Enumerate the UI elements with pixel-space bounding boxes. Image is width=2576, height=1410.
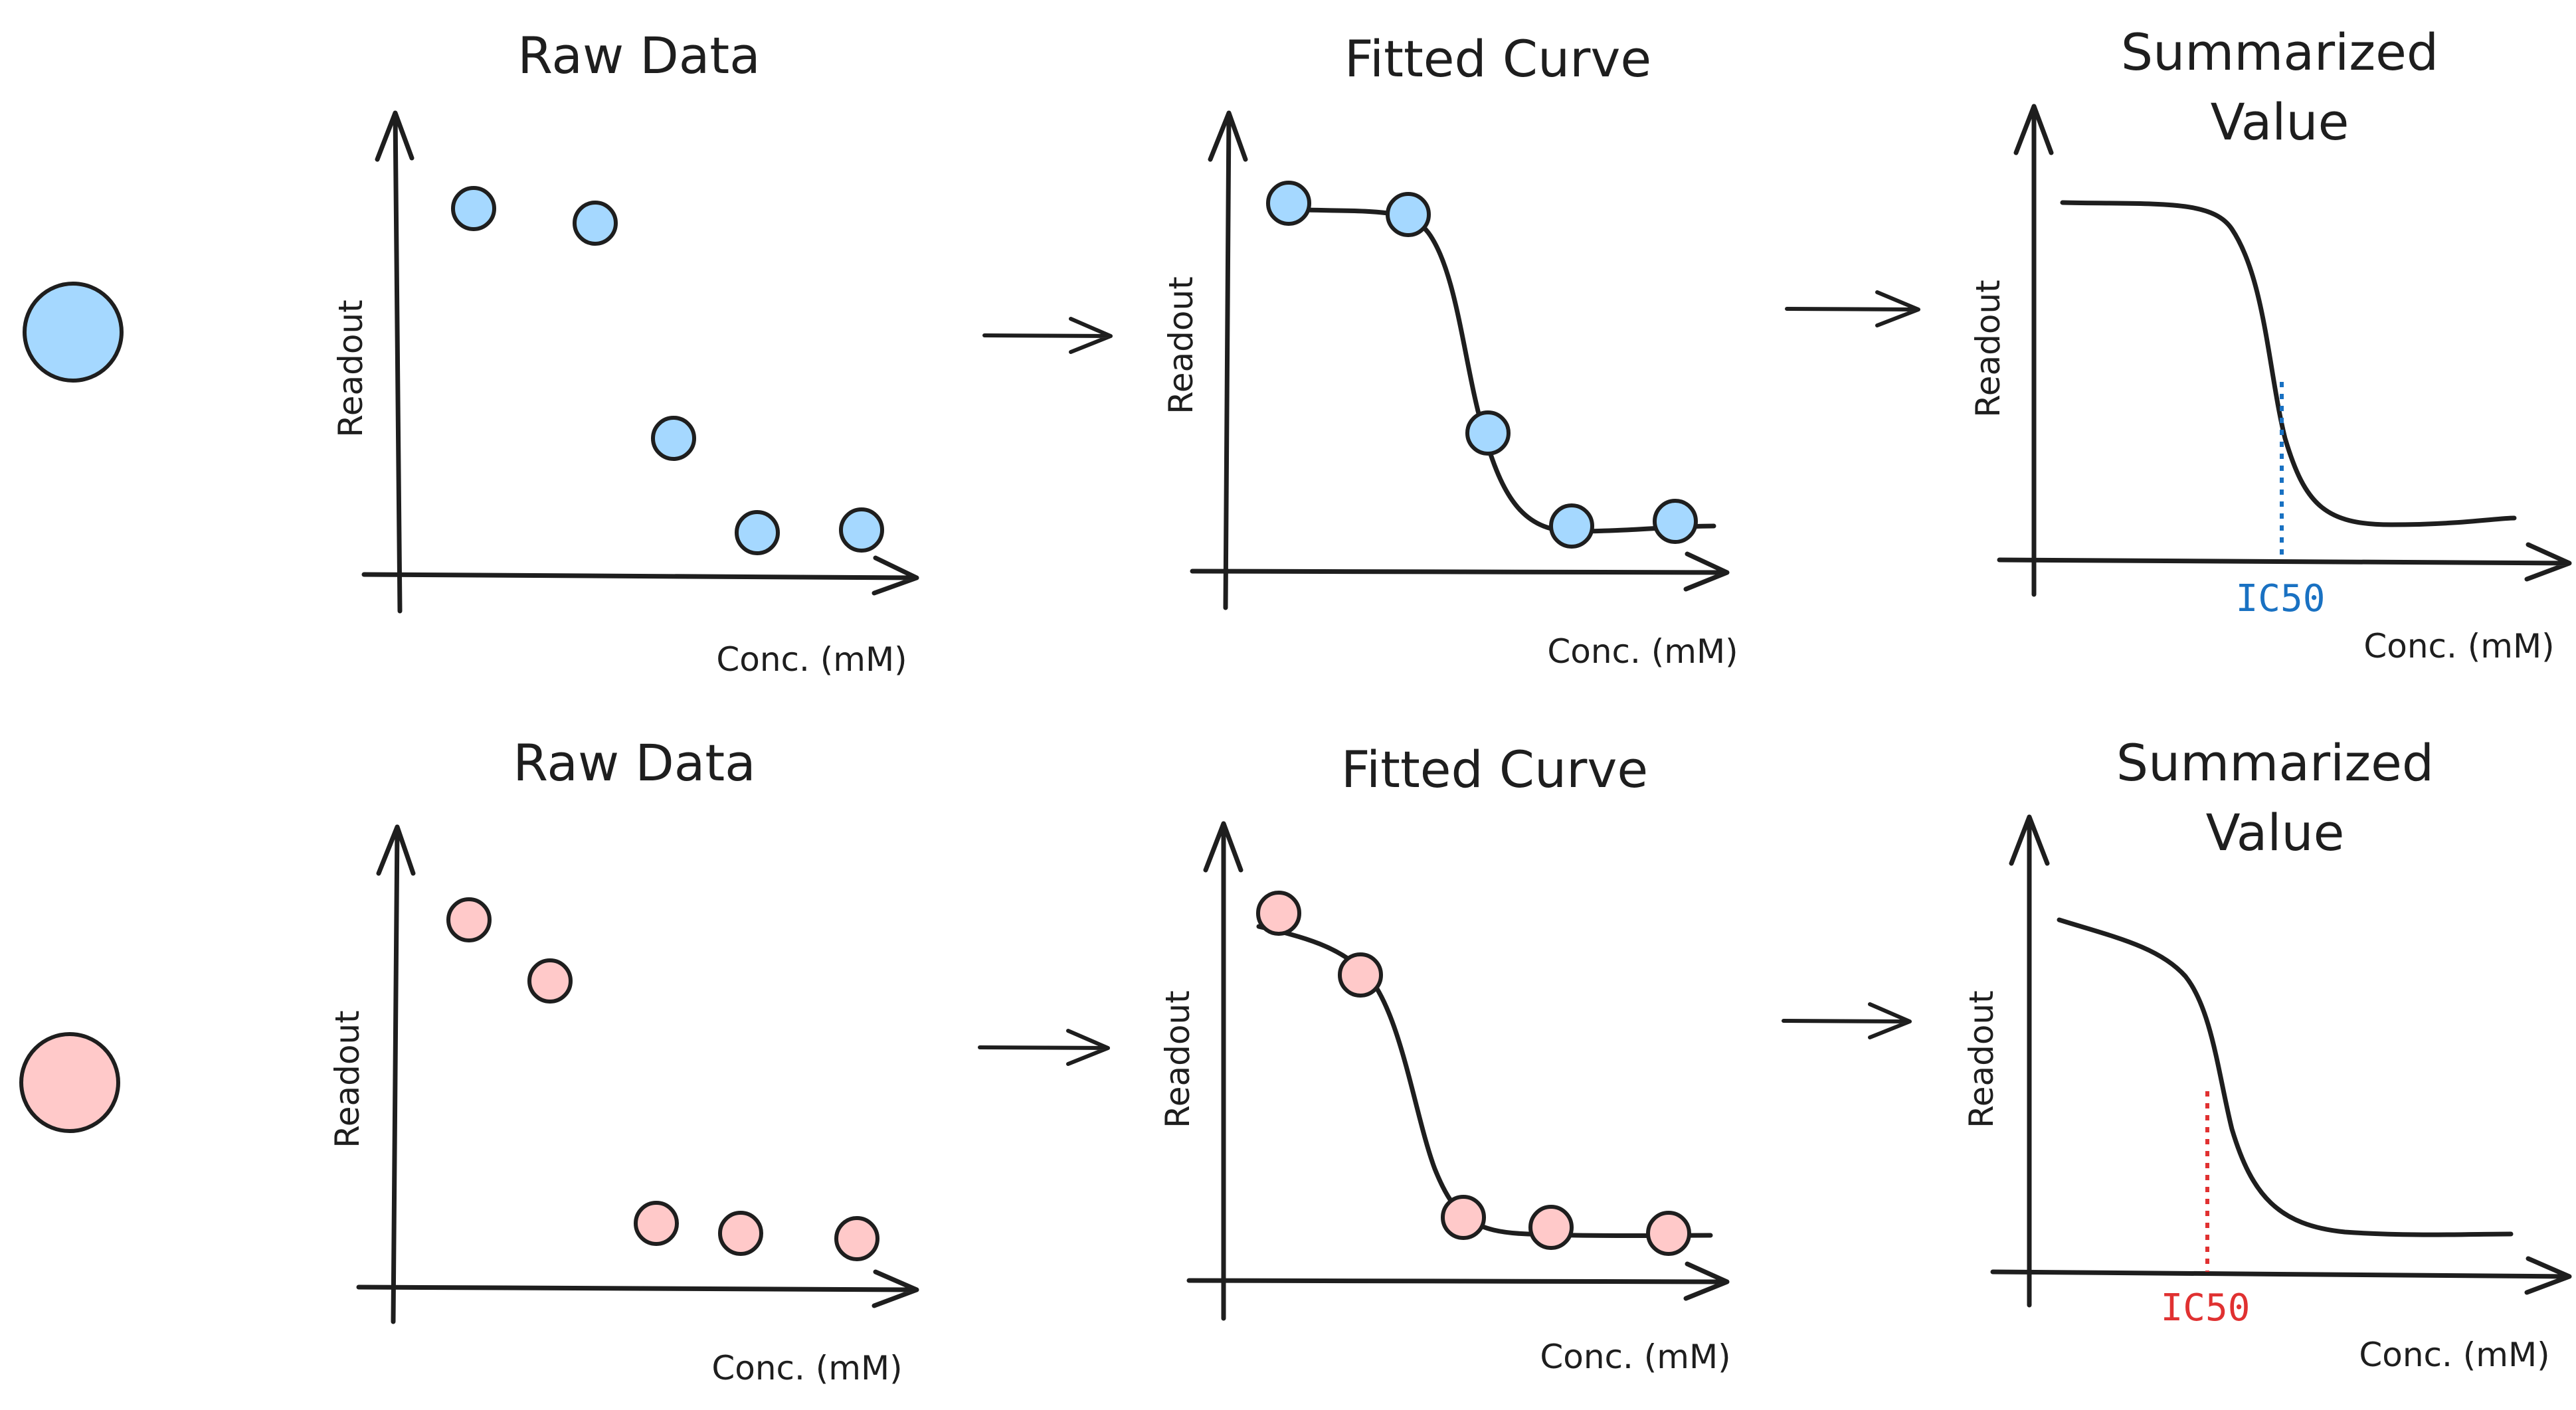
data-point (718, 1211, 763, 1256)
y-axis-label: Readout (1962, 990, 2001, 1128)
fitted-curve (1283, 207, 1716, 534)
flow-arrow (1782, 1002, 1912, 1039)
x-axis-label: Conc. (mM) (2359, 1336, 2549, 1374)
summary-curve (2057, 917, 2514, 1237)
x-axis (1186, 1261, 1730, 1301)
data-point (735, 510, 780, 555)
y-axis (376, 824, 416, 1324)
raw-data-title: Raw Data (513, 733, 756, 792)
summarized-title: Value (2211, 92, 2349, 151)
raw-data-panel-red: Raw Data Readout Conc. (mM) (328, 733, 919, 1387)
flow-arrow (978, 1029, 1110, 1066)
data-point (1465, 410, 1511, 456)
data-point (1549, 503, 1594, 549)
fitted-curve-panel-red: Fitted Curve Readout Conc. (mM) (1158, 740, 1731, 1376)
x-axis-label: Conc. (mM) (1540, 1338, 1730, 1376)
y-axis (375, 110, 414, 614)
data-point (1646, 1211, 1691, 1256)
x-axis-label: Conc. (mM) (1547, 632, 1738, 671)
fitted-curve-panel-blue: Fitted Curve Readout Conc. (mM) (1162, 29, 1738, 671)
summarized-value-panel-red: Summarized Value Readout Conc. (mM) IC50 (1962, 733, 2572, 1374)
y-axis-label: Readout (1158, 990, 1197, 1128)
y-axis-label: Readout (331, 300, 370, 438)
x-axis-label: Conc. (mM) (716, 640, 907, 679)
raw-data-title: Raw Data (517, 26, 761, 85)
data-point (651, 416, 696, 461)
summarized-title: Summarized (2116, 733, 2434, 792)
y-axis (2013, 104, 2054, 597)
raw-data-panel-blue: Raw Data Readout Conc. (mM) (331, 26, 919, 679)
data-point (1441, 1195, 1486, 1240)
data-point (527, 958, 573, 1004)
x-axis-label: Conc. (mM) (2363, 627, 2554, 665)
summarized-value-panel-blue: Summarized Value Readout Conc. (mM) IC50 (1969, 23, 2572, 665)
flow-arrow (1785, 290, 1920, 327)
row-red: Raw Data Readout Conc. (mM) Fitted Curve… (19, 733, 2572, 1387)
data-point (634, 1201, 679, 1246)
data-point (446, 897, 492, 942)
data-point (1266, 181, 1311, 226)
row-blue: Raw Data Readout Conc. (mM) Fitted Curve… (23, 23, 2572, 679)
y-axis (2009, 814, 2050, 1308)
fitted-curve-title: Fitted Curve (1344, 29, 1651, 88)
sample-red-circle (19, 1032, 120, 1133)
data-point (573, 201, 618, 246)
data-point (451, 186, 496, 231)
flow-arrow (982, 317, 1113, 354)
data-point (1528, 1205, 1574, 1250)
fitted-curve (1256, 924, 1713, 1238)
summarized-title: Summarized (2121, 23, 2438, 82)
data-point (1338, 952, 1383, 998)
y-axis-label: Readout (1969, 280, 2007, 418)
summary-curve (2060, 200, 2517, 527)
x-axis (356, 1269, 919, 1308)
x-axis (361, 555, 919, 596)
y-axis-label: Readout (328, 1010, 367, 1148)
summarized-title: Value (2206, 803, 2345, 862)
ic50-label: IC50 (2161, 1286, 2251, 1330)
fitted-curve-title: Fitted Curve (1341, 740, 1648, 799)
ic50-label: IC50 (2236, 577, 2326, 620)
x-axis (1190, 551, 1730, 592)
x-axis (1997, 542, 2572, 582)
y-axis (1203, 821, 1243, 1321)
x-axis-label: Conc. (mM) (711, 1349, 902, 1387)
y-axis (1208, 110, 1248, 610)
data-point (839, 507, 884, 553)
y-axis-label: Readout (1162, 276, 1200, 414)
sample-blue-circle (23, 282, 124, 383)
data-point (834, 1216, 879, 1261)
data-point (1256, 891, 1301, 936)
data-point (1653, 499, 1698, 544)
x-axis (1990, 1256, 2572, 1295)
data-point (1386, 192, 1431, 237)
